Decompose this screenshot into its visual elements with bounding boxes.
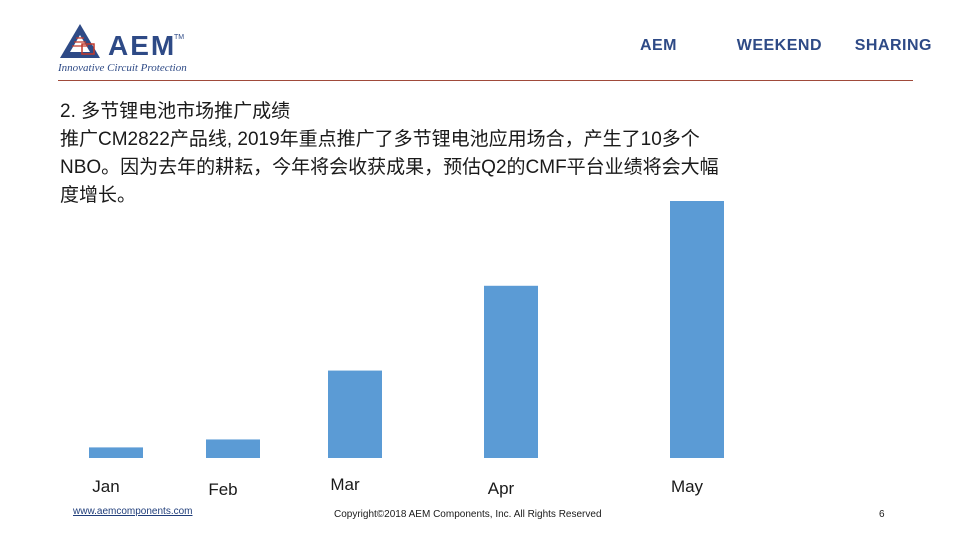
bar-may [670,201,724,458]
heading-line-1: 2. 多节锂电池市场推广成绩 [60,101,291,122]
x-tick-label-feb: Feb [208,480,237,499]
x-tick-label-apr: Apr [488,479,515,498]
logo-trademark: TM [174,34,185,41]
footer-copyright: Copyright©2018 AEM Components, Inc. All … [334,509,602,520]
heading-line-3: NBO。因为去年的耕耘，今年将会收获成果，预估Q2的CMF平台业绩将会大幅 [60,157,719,178]
footer-website-link[interactable]: www.aemcomponents.com [73,506,193,517]
x-tick-label-mar: Mar [330,475,360,494]
bar-feb [206,439,260,458]
bar-jan [89,447,143,458]
page-number: 6 [879,509,885,520]
tagline: Innovative Circuit Protection [58,62,187,74]
header-nav-aem: AEM [639,37,677,54]
header-nav-weekend: WEEKEND [736,37,822,54]
aem-logo [60,24,100,58]
header-divider [58,80,913,81]
logo-text: AEM [108,30,177,61]
heading-line-4: 度增长。 [60,185,137,206]
x-tick-label-may: May [671,477,704,496]
x-tick-label-jan: Jan [92,477,119,496]
bar-mar [328,370,382,458]
bar-apr [484,285,538,458]
heading-line-2: 推广CM2822产品线, 2019年重点推广了多节锂电池应用场合，产生了10多个 [60,129,700,150]
slide-heading: 2. 多节锂电池市场推广成绩 推广CM2822产品线, 2019年重点推广了多节… [60,98,900,210]
header-nav-sharing: SHARING [854,37,932,54]
